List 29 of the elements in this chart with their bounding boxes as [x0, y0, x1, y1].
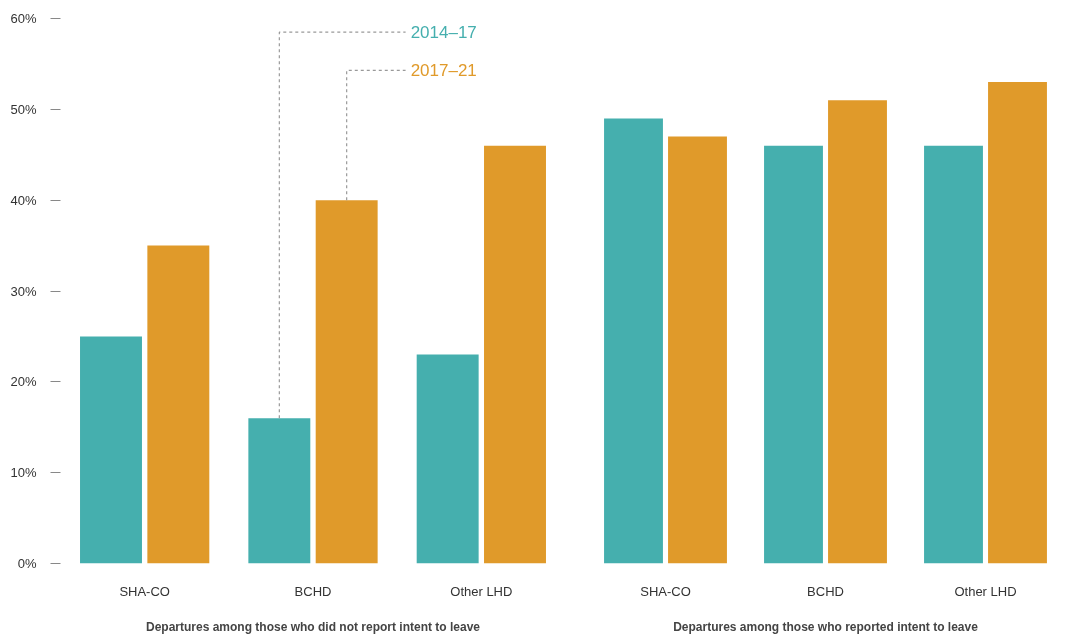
y-tick-label: 10% [10, 465, 37, 481]
x-axis-title: Departures among those who reported intent to leave [673, 619, 979, 634]
text: 2014–17 [410, 22, 477, 42]
x-tick-label: BCHD [294, 583, 332, 599]
y-tick-label: 60% [10, 11, 37, 26]
bar [484, 145, 546, 564]
x-tick-label: Other LHD [954, 583, 1017, 599]
bar [315, 200, 378, 564]
bar [668, 136, 727, 564]
x-tick-label: BCHD [807, 583, 844, 599]
y-tick-label: 0% [17, 556, 37, 571]
bar [80, 336, 142, 564]
y-tick-label: 30% [10, 283, 37, 299]
x-tick-label: SHA-CO [119, 583, 170, 599]
bar [828, 100, 887, 564]
bar [604, 118, 663, 564]
text: 2017–21 [410, 60, 477, 80]
bar [147, 245, 210, 564]
bar [764, 145, 823, 564]
y-tick-label: 20% [10, 374, 37, 390]
x-axis-title: Departures among those who did not report intent to leave [145, 619, 481, 634]
x-tick-label: Other LHD [450, 583, 513, 599]
bar [248, 418, 311, 564]
bar [416, 354, 479, 564]
bar [988, 82, 1047, 564]
x-tick-label: SHA-CO [640, 583, 691, 599]
y-tick-label: 50% [10, 101, 37, 117]
y-tick-label: 40% [10, 192, 37, 208]
bar [924, 145, 983, 564]
